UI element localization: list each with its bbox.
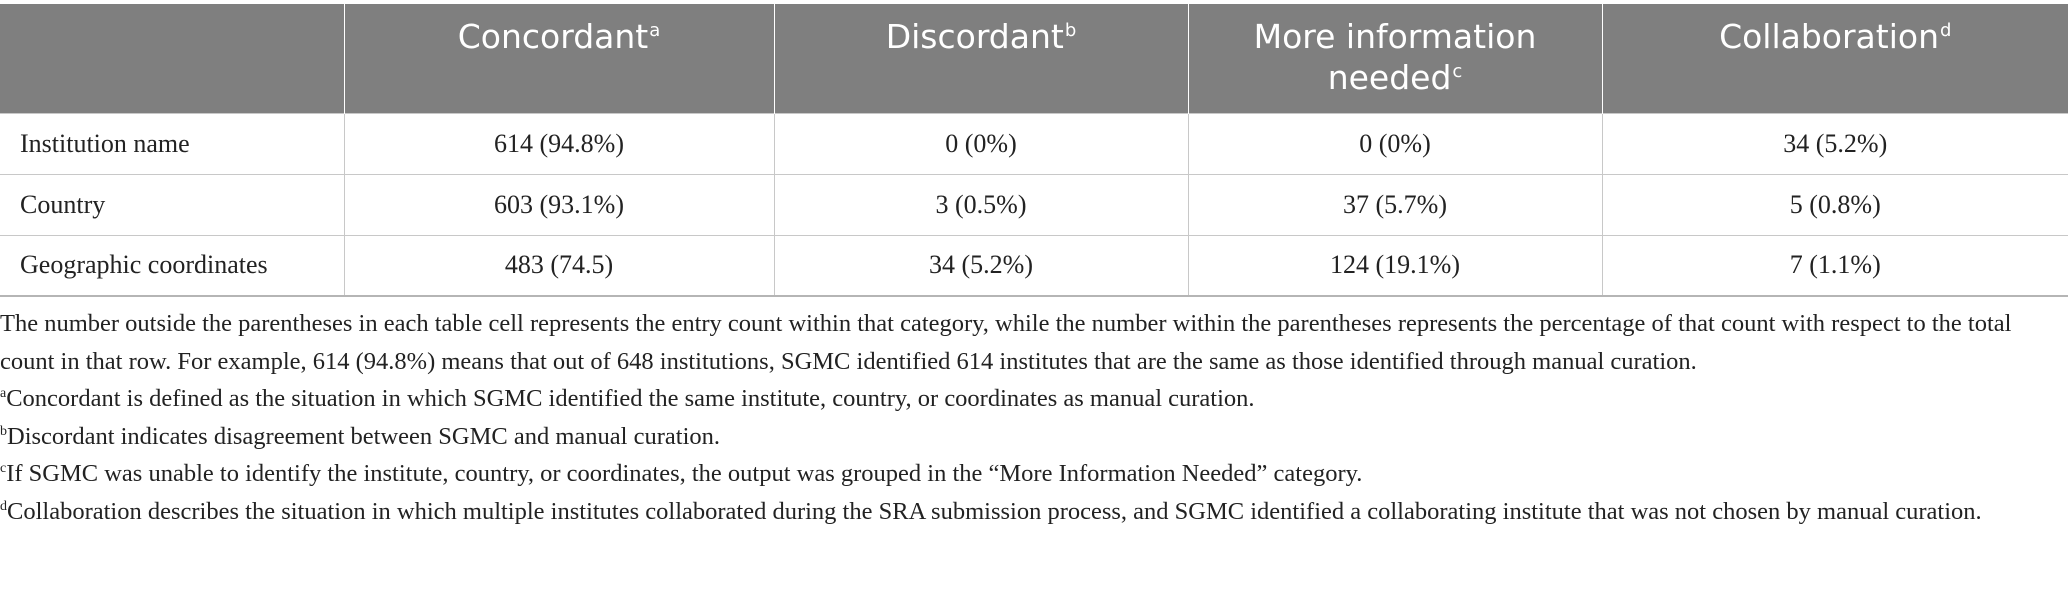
table-row: Geographic coordinates 483 (74.5) 34 (5.…: [0, 234, 2068, 297]
header-label: Collaboration: [1719, 17, 1939, 56]
table-cell: 483 (74.5): [343, 234, 774, 297]
footnote-b: bDiscordant indicates disagreement betwe…: [0, 418, 2060, 456]
footnote-text: Concordant is defined as the situation i…: [6, 385, 1255, 412]
table-body: Institution name 614 (94.8%) 0 (0%) 0 (0…: [0, 112, 2068, 297]
footnote-mark: a: [649, 20, 661, 41]
footnote-mark: a: [0, 385, 7, 401]
footnote-mark: b: [1064, 20, 1077, 41]
footnote-intro: The number outside the parentheses in ea…: [0, 310, 2012, 375]
table-header: Concordanta Discordantb More information…: [0, 4, 2068, 113]
table-cell: 34 (5.2%): [773, 234, 1188, 297]
footnote-text: Collaboration describes the situation in…: [7, 497, 1982, 525]
table-cell: 5 (0.8%): [1601, 173, 2068, 235]
footnote-d: dCollaboration describes the situation i…: [0, 493, 2060, 531]
footnote-mark: d: [1940, 20, 1952, 41]
row-label: Country: [0, 173, 344, 235]
header-row: Concordanta Discordantb More information…: [0, 4, 2068, 113]
table-cell: 3 (0.5%): [773, 173, 1188, 235]
table-cell: 603 (93.1%): [343, 173, 774, 235]
footnote-mark: c: [0, 460, 7, 476]
footnote-mark: c: [1452, 61, 1463, 82]
table-row: Institution name 614 (94.8%) 0 (0%) 0 (0…: [0, 112, 2068, 174]
footnote-text: If SGMC was unable to identify the insti…: [6, 460, 1363, 487]
footnote-mark: d: [0, 498, 7, 514]
header-label: Concordant: [457, 17, 649, 56]
footnote-a: aConcordant is defined as the situation …: [0, 380, 2060, 418]
header-more-information-needed: More information neededc: [1187, 4, 1602, 113]
row-label: Institution name: [0, 112, 344, 174]
row-label: Geographic coordinates: [0, 234, 344, 297]
table-cell: 7 (1.1%): [1601, 234, 2068, 297]
header-label: More information needed: [1253, 17, 1537, 97]
table-cell: 0 (0%): [1187, 112, 1602, 174]
table-cell: 37 (5.7%): [1187, 173, 1602, 235]
results-table: Concordanta Discordantb More information…: [0, 4, 2068, 297]
header-label: Discordant: [885, 17, 1064, 56]
table-cell: 614 (94.8%): [343, 112, 774, 174]
table-row: Country 603 (93.1%) 3 (0.5%) 37 (5.7%) 5…: [0, 173, 2068, 235]
header-collaboration: Collaborationd: [1601, 4, 2068, 113]
footnote-c: cIf SGMC was unable to identify the inst…: [0, 455, 2060, 493]
header-discordant: Discordantb: [773, 4, 1188, 113]
table-cell: 0 (0%): [773, 112, 1188, 174]
table-cell: 34 (5.2%): [1601, 112, 2068, 174]
table-footnotes: The number outside the parentheses in ea…: [0, 305, 2060, 530]
header-concordant: Concordanta: [343, 4, 774, 113]
table-cell: 124 (19.1%): [1187, 234, 1602, 297]
footnote-mark: b: [0, 423, 7, 439]
header-empty-cell: [0, 4, 344, 113]
footnote-text: Discordant indicates disagreement betwee…: [7, 422, 721, 450]
